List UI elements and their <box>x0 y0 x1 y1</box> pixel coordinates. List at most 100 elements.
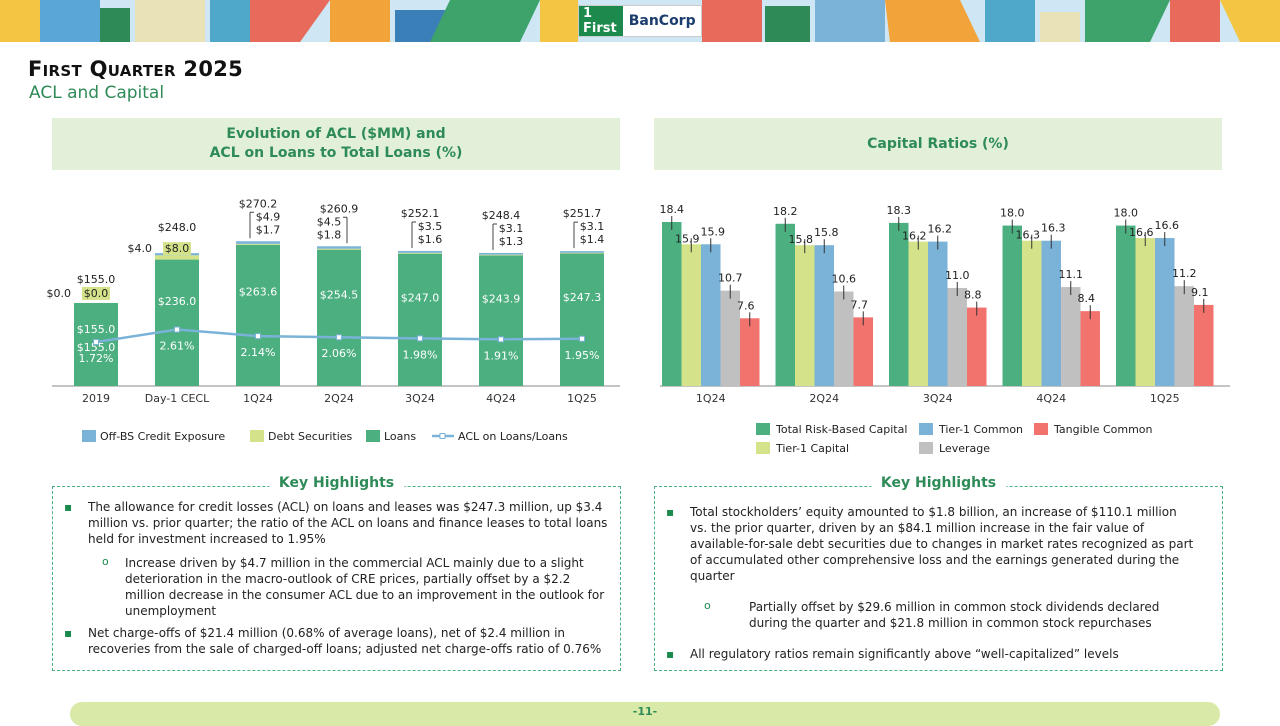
ratio-value-label: 16.6 <box>1155 219 1180 232</box>
ratio-value-label: 18.0 <box>1000 207 1025 220</box>
legend-swatch <box>919 442 933 454</box>
legend-swatch <box>919 423 933 435</box>
leverage-bar <box>947 287 967 386</box>
ratio-value-label: 7.6 <box>737 299 755 312</box>
ratio-value-label: 18.2 <box>773 205 798 218</box>
label-callout <box>343 216 348 244</box>
acl-highlight-item: The allowance for credit losses (ACL) on… <box>53 499 608 547</box>
loans-bar <box>398 253 442 386</box>
ratio-value-label: 15.8 <box>789 233 814 246</box>
loans-bar <box>560 253 604 386</box>
page-subtitle: ACL and Capital <box>29 83 165 103</box>
loans-bar <box>479 255 523 386</box>
tier1-common-bar <box>814 245 834 386</box>
legend-label: Total Risk-Based Capital <box>775 423 907 436</box>
total-risk-based-capital-bar <box>889 222 909 386</box>
offbs-exposure-bar <box>479 252 523 255</box>
x-tick-label: 2Q24 <box>324 392 354 405</box>
legend-label: ACL on Loans/Loans <box>458 430 568 443</box>
acl-highlight-item: Net charge-offs of $21.4 million (0.68% … <box>53 625 608 657</box>
acl-ratio-marker <box>579 335 585 342</box>
ratio-value-label: 9.1 <box>1191 286 1209 299</box>
ratio-value-label: 11.0 <box>945 269 970 282</box>
legend-label: Tier-1 Common <box>938 423 1023 436</box>
offbs-value-label: $0.0 <box>47 287 72 300</box>
offbs-value-label: $4.9 <box>256 210 281 223</box>
total-risk-based-capital-bar <box>1002 225 1022 386</box>
legend-label: Debt Securities <box>268 430 353 443</box>
page-title: First Quarter 2025 <box>28 57 244 81</box>
acl-ratio-marker <box>255 333 261 340</box>
tangible-common-bar <box>967 307 987 386</box>
x-tick-label: 2Q24 <box>809 392 839 405</box>
offbs-exposure-bar <box>236 241 280 244</box>
tier1-capital-bar <box>681 244 701 386</box>
offbs-exposure-bar <box>317 246 361 249</box>
acl-highlights-title: Key Highlights <box>268 475 405 491</box>
ratio-value-label: 10.6 <box>832 273 857 286</box>
total-risk-based-capital-bar <box>662 222 682 386</box>
tier1-common-bar <box>701 244 721 386</box>
total-value-label: $252.1 <box>401 207 440 220</box>
ratio-value-label: 16.2 <box>928 223 953 236</box>
acl-ratio-label: 1.91% <box>484 349 519 362</box>
debt-securities-bar <box>560 252 604 254</box>
company-logo: 1 First BanCorp <box>578 5 702 37</box>
ratio-value-label: 16.6 <box>1129 226 1154 239</box>
debt-value-label: $1.8 <box>317 228 342 241</box>
total-value-label: $248.0 <box>158 221 197 234</box>
x-tick-label: 1Q24 <box>696 392 726 405</box>
x-tick-label: 4Q24 <box>486 392 516 405</box>
acl-ratio-label: 1.72% <box>79 352 114 365</box>
acl-ratio-marker <box>417 335 423 342</box>
tier1-common-bar <box>928 241 948 386</box>
loans-bar <box>317 249 361 386</box>
ratio-value-label: 16.2 <box>902 230 927 243</box>
offbs-value-label: $3.1 <box>580 220 605 233</box>
loans-value-label: $247.0 <box>401 291 440 304</box>
capital-highlights-title: Key Highlights <box>870 475 1007 491</box>
loans-value-label: $155.0 <box>77 323 116 336</box>
acl-ratio-label: 1.95% <box>565 349 600 362</box>
acl-ratio-label: 2.61% <box>160 340 195 353</box>
x-tick-label: 3Q24 <box>923 392 953 405</box>
offbs-exposure-bar <box>398 250 442 253</box>
acl-ratio-marker <box>336 334 342 341</box>
tangible-common-bar <box>853 317 873 386</box>
total-value-label: $251.7 <box>563 207 602 220</box>
loans-bar <box>155 259 199 386</box>
offbs-value-label: $3.5 <box>418 220 443 233</box>
leverage-bar <box>1061 287 1081 386</box>
capital-chart-header: Capital Ratios (%) <box>654 118 1222 170</box>
ratio-value-label: 16.3 <box>1041 222 1066 235</box>
x-tick-label: 1Q25 <box>567 392 597 405</box>
loans-bar <box>236 244 280 386</box>
page-number: -11- <box>70 702 1220 726</box>
x-tick-label: 4Q24 <box>1036 392 1066 405</box>
ratio-value-label: 18.3 <box>887 204 912 217</box>
legend-label: Off-BS Credit Exposure <box>100 430 225 443</box>
leverage-bar <box>720 290 740 386</box>
x-tick-label: Day-1 CECL <box>145 392 210 405</box>
leverage-bar <box>1174 286 1194 386</box>
tier1-common-bar <box>1155 238 1175 386</box>
ratio-value-label: 7.7 <box>851 298 869 311</box>
acl-highlights-box: Key Highlights The allowance for credit … <box>52 475 621 671</box>
debt-value-label: $1.3 <box>499 235 524 248</box>
loans-value-label: $254.5 <box>320 289 359 302</box>
legend-label: Tier-1 Capital <box>775 442 849 455</box>
capital-highlights-box: Key Highlights Total stockholders’ equit… <box>654 475 1223 671</box>
acl-ratio-marker <box>498 336 504 343</box>
x-tick-label: 3Q24 <box>405 392 435 405</box>
capital-ratios-chart: 18.4 15.915.9 10.7 7.6 1Q24 18.2 15.815.8 10.6 7… <box>660 203 1230 455</box>
label-callout <box>249 211 254 239</box>
legend-swatch <box>439 433 446 439</box>
offbs-value-label: $3.1 <box>499 222 524 235</box>
header-banner: 1 First BanCorp <box>0 0 1280 42</box>
offbs-exposure-bar <box>560 251 604 253</box>
total-value-label: $248.4 <box>482 209 521 222</box>
debt-securities-bar <box>317 248 361 250</box>
ratio-value-label: 11.1 <box>1059 268 1084 281</box>
acl-ratio-label: 2.14% <box>241 346 276 359</box>
ratio-value-label: 11.2 <box>1172 267 1197 280</box>
